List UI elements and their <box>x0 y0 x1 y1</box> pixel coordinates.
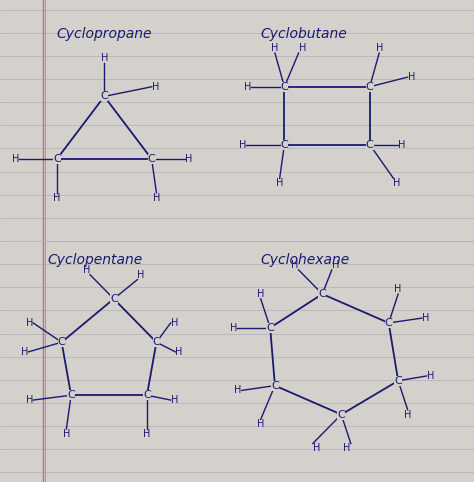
Text: H: H <box>313 443 320 454</box>
Text: C: C <box>148 154 155 164</box>
Text: H: H <box>394 284 402 294</box>
Text: H: H <box>185 154 192 164</box>
Text: H: H <box>239 140 246 149</box>
Text: C: C <box>143 390 151 400</box>
Text: H: H <box>26 395 33 405</box>
Text: H: H <box>26 318 33 328</box>
Text: H: H <box>398 140 406 149</box>
Text: H: H <box>422 313 429 323</box>
Text: C: C <box>153 337 160 347</box>
Text: Cyclopentane: Cyclopentane <box>47 253 143 268</box>
Text: H: H <box>276 178 283 188</box>
Text: H: H <box>175 347 183 357</box>
Text: H: H <box>153 193 160 203</box>
Text: H: H <box>21 347 28 357</box>
Text: H: H <box>332 260 339 270</box>
Text: C: C <box>110 294 118 304</box>
Text: C: C <box>58 337 65 347</box>
Text: H: H <box>427 371 434 381</box>
Text: H: H <box>271 43 279 53</box>
Text: Cyclobutane: Cyclobutane <box>261 27 347 41</box>
Text: C: C <box>266 323 274 333</box>
Text: H: H <box>137 269 145 280</box>
Text: C: C <box>271 381 279 390</box>
Text: C: C <box>366 140 374 149</box>
Text: C: C <box>385 318 392 328</box>
Text: H: H <box>11 154 19 164</box>
Text: H: H <box>229 323 237 333</box>
Text: H: H <box>291 260 299 270</box>
Text: H: H <box>408 72 415 82</box>
Text: C: C <box>337 410 345 419</box>
Text: C: C <box>67 390 75 400</box>
Text: H: H <box>171 395 178 405</box>
Text: C: C <box>319 289 326 299</box>
Text: H: H <box>244 82 251 92</box>
Text: H: H <box>100 53 108 63</box>
Text: H: H <box>375 43 383 53</box>
Text: H: H <box>63 429 70 439</box>
Text: H: H <box>343 443 351 454</box>
Text: H: H <box>404 410 411 420</box>
Text: H: H <box>393 178 401 188</box>
Text: Cyclopropane: Cyclopropane <box>57 27 152 41</box>
Text: Cyclohexane: Cyclohexane <box>261 253 350 268</box>
Text: H: H <box>257 419 264 429</box>
Text: C: C <box>100 92 108 101</box>
Text: H: H <box>53 193 61 203</box>
Text: H: H <box>82 265 90 275</box>
Text: H: H <box>143 429 151 439</box>
Text: C: C <box>394 376 402 386</box>
Text: C: C <box>281 140 288 149</box>
Text: C: C <box>281 82 288 92</box>
Text: H: H <box>171 318 178 328</box>
Text: H: H <box>257 289 264 299</box>
Text: C: C <box>366 82 374 92</box>
Text: H: H <box>299 43 306 53</box>
Text: C: C <box>53 154 61 164</box>
Text: H: H <box>234 386 242 395</box>
Text: H: H <box>152 82 159 92</box>
